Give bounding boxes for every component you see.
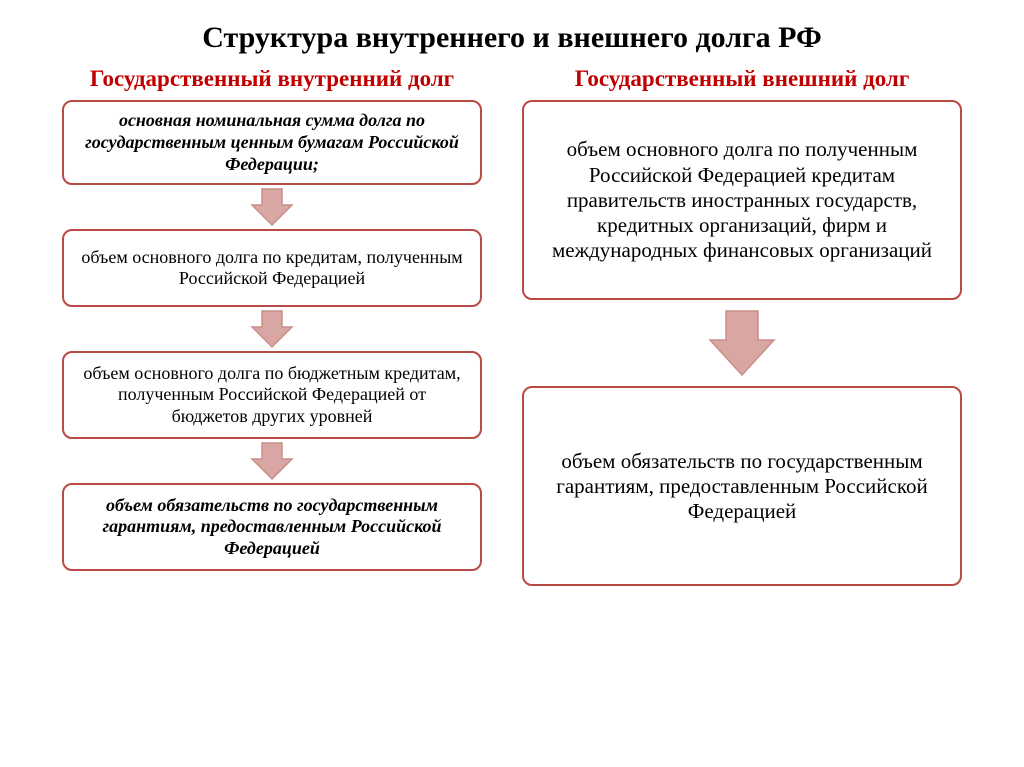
page-title: Структура внутреннего и внешнего долга Р… — [50, 20, 974, 56]
internal-debt-heading: Государственный внутренний долг — [90, 66, 454, 92]
arrow-down-icon — [250, 309, 294, 349]
internal-box-3: объем обязательств по государственным га… — [62, 483, 482, 571]
column-external-debt: Государственный внешний долг объем основ… — [522, 66, 962, 586]
internal-box-1: объем основного долга по кредитам, получ… — [62, 229, 482, 307]
arrow-down-icon — [250, 441, 294, 481]
external-box-0: объем основного долга по полученным Росс… — [522, 100, 962, 300]
arrow-down-icon — [250, 187, 294, 227]
arrow-down-icon — [706, 308, 778, 378]
columns-wrapper: Государственный внутренний долг основная… — [50, 66, 974, 586]
internal-box-0: основная номинальная сумма долга по госу… — [62, 100, 482, 185]
external-box-1: объем обязательств по государственным га… — [522, 386, 962, 586]
external-debt-heading: Государственный внешний долг — [575, 66, 910, 92]
column-internal-debt: Государственный внутренний долг основная… — [62, 66, 482, 586]
internal-box-2: объем основного долга по бюджетным креди… — [62, 351, 482, 439]
